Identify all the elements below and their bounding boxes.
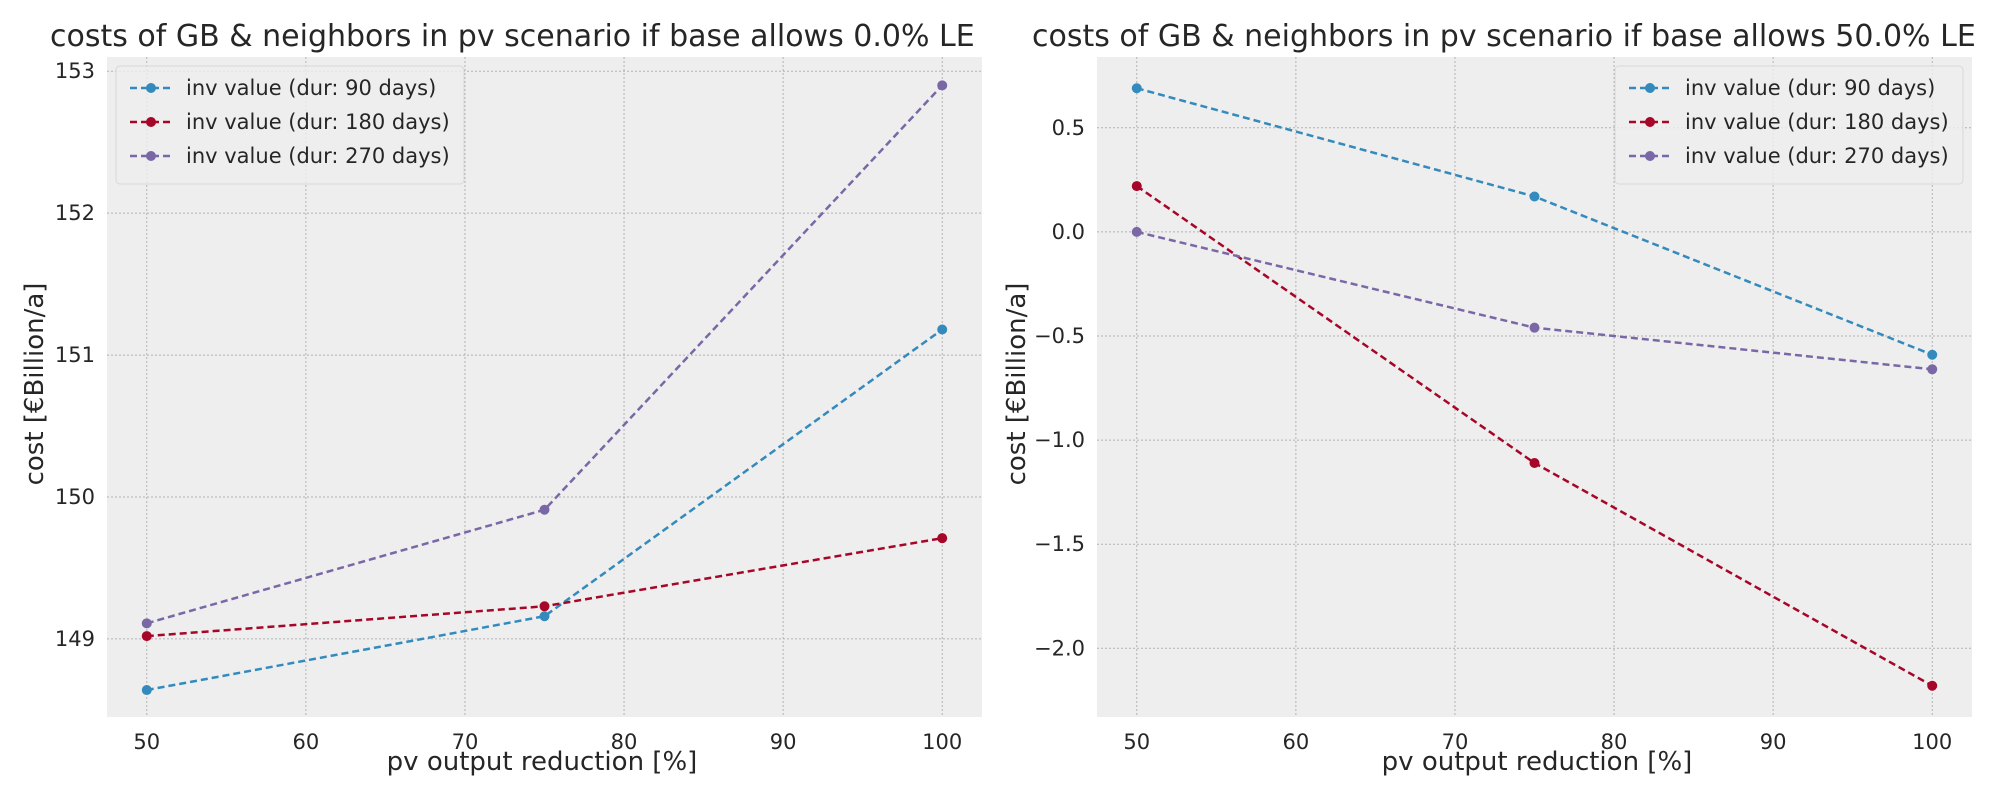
legend-left: inv value (dur: 90 days) inv value (dur: … bbox=[115, 65, 465, 185]
data-point-right-1 bbox=[1927, 680, 1938, 691]
data-point-left-2 bbox=[937, 80, 948, 91]
data-point-right-2 bbox=[1131, 226, 1142, 237]
legend-box-left bbox=[115, 65, 465, 185]
y-tick-label-right: −1.0 bbox=[1034, 428, 1085, 452]
legend-label-left-2: inv value (dur: 270 days) bbox=[186, 144, 450, 168]
legend-label-left-0: inv value (dur: 90 days) bbox=[186, 76, 436, 100]
data-point-left-2 bbox=[141, 618, 152, 629]
data-point-left-1 bbox=[937, 533, 948, 544]
x-tick-label-right: 50 bbox=[1123, 730, 1150, 754]
legend-marker-right-2 bbox=[1645, 151, 1655, 161]
data-point-right-2 bbox=[1927, 364, 1938, 375]
data-point-left-2 bbox=[539, 504, 550, 515]
legend-marker-left-2 bbox=[146, 151, 156, 161]
x-tick-label-right: 60 bbox=[1282, 730, 1309, 754]
x-tick-label-left: 90 bbox=[770, 730, 797, 754]
legend-label-right-2: inv value (dur: 270 days) bbox=[1685, 144, 1949, 168]
legend-label-right-0: inv value (dur: 90 days) bbox=[1685, 76, 1935, 100]
y-tick-label-left: 152 bbox=[55, 201, 95, 225]
series-line-left-0 bbox=[146, 328, 943, 692]
data-point-right-0 bbox=[1131, 83, 1142, 94]
legend-marker-left-1 bbox=[146, 117, 156, 127]
data-point-left-0 bbox=[539, 611, 550, 622]
y-tick-label-right: −2.0 bbox=[1034, 636, 1085, 660]
x-axis-label-right: pv output reduction [%] bbox=[1382, 747, 1693, 777]
y-tick-label-left: 149 bbox=[55, 627, 95, 651]
x-tick-label-right: 90 bbox=[1760, 730, 1787, 754]
chart-title-right: costs of GB & neighbors in pv scenario i… bbox=[1032, 19, 1976, 54]
data-point-right-1 bbox=[1529, 457, 1540, 468]
chart-panel-right: 50 60 70 80 90 100 −2.0 −1.5 −1.0 −0.5 0.0 0.5 inv v… bbox=[1034, 57, 1972, 754]
legend-label-right-1: inv value (dur: 180 days) bbox=[1685, 110, 1949, 134]
y-axis-label-right: cost [€Billion/a] bbox=[1002, 283, 1032, 486]
x-tick-label-left: 80 bbox=[611, 730, 638, 754]
y-tick-label-right: −1.5 bbox=[1034, 532, 1085, 556]
chart-title-left: costs of GB & neighbors in pv scenario i… bbox=[50, 19, 975, 54]
data-point-left-1 bbox=[539, 601, 550, 612]
legend-label-left-1: inv value (dur: 180 days) bbox=[186, 110, 450, 134]
x-tick-label-left: 50 bbox=[133, 730, 160, 754]
y-tick-label-right: 0.0 bbox=[1052, 220, 1085, 244]
x-tick-label-right: 80 bbox=[1601, 730, 1628, 754]
data-point-left-1 bbox=[141, 631, 152, 642]
data-point-right-2 bbox=[1529, 322, 1540, 333]
data-point-right-0 bbox=[1927, 349, 1938, 360]
x-axis-label-left: pv output reduction [%] bbox=[387, 747, 698, 777]
legend-marker-right-1 bbox=[1645, 117, 1655, 127]
x-tick-label-left: 60 bbox=[292, 730, 319, 754]
data-point-left-0 bbox=[937, 324, 948, 335]
x-tick-label-left: 70 bbox=[452, 730, 479, 754]
legend-box-right bbox=[1614, 65, 1964, 185]
legend-right: inv value (dur: 90 days) inv value (dur: … bbox=[1614, 65, 1964, 185]
data-point-left-0 bbox=[141, 685, 152, 696]
data-point-right-0 bbox=[1529, 191, 1540, 202]
chart-panel-left: 50 60 70 80 90 100 149 150 151 152 153 inv value (d… bbox=[55, 57, 982, 754]
y-tick-label-left: 151 bbox=[55, 343, 95, 367]
y-tick-label-right: 0.5 bbox=[1052, 116, 1085, 140]
data-point-right-1 bbox=[1131, 181, 1142, 192]
legend-marker-left-0 bbox=[146, 83, 156, 93]
y-axis-label-left: cost [€Billion/a] bbox=[20, 283, 50, 486]
x-tick-label-left: 100 bbox=[922, 730, 962, 754]
y-tick-label-right: −0.5 bbox=[1034, 324, 1085, 348]
y-tick-label-left: 150 bbox=[55, 485, 95, 509]
x-tick-label-right: 70 bbox=[1442, 730, 1469, 754]
y-tick-label-left: 153 bbox=[55, 59, 95, 83]
x-tick-label-right: 100 bbox=[1912, 730, 1952, 754]
legend-marker-right-0 bbox=[1645, 83, 1655, 93]
